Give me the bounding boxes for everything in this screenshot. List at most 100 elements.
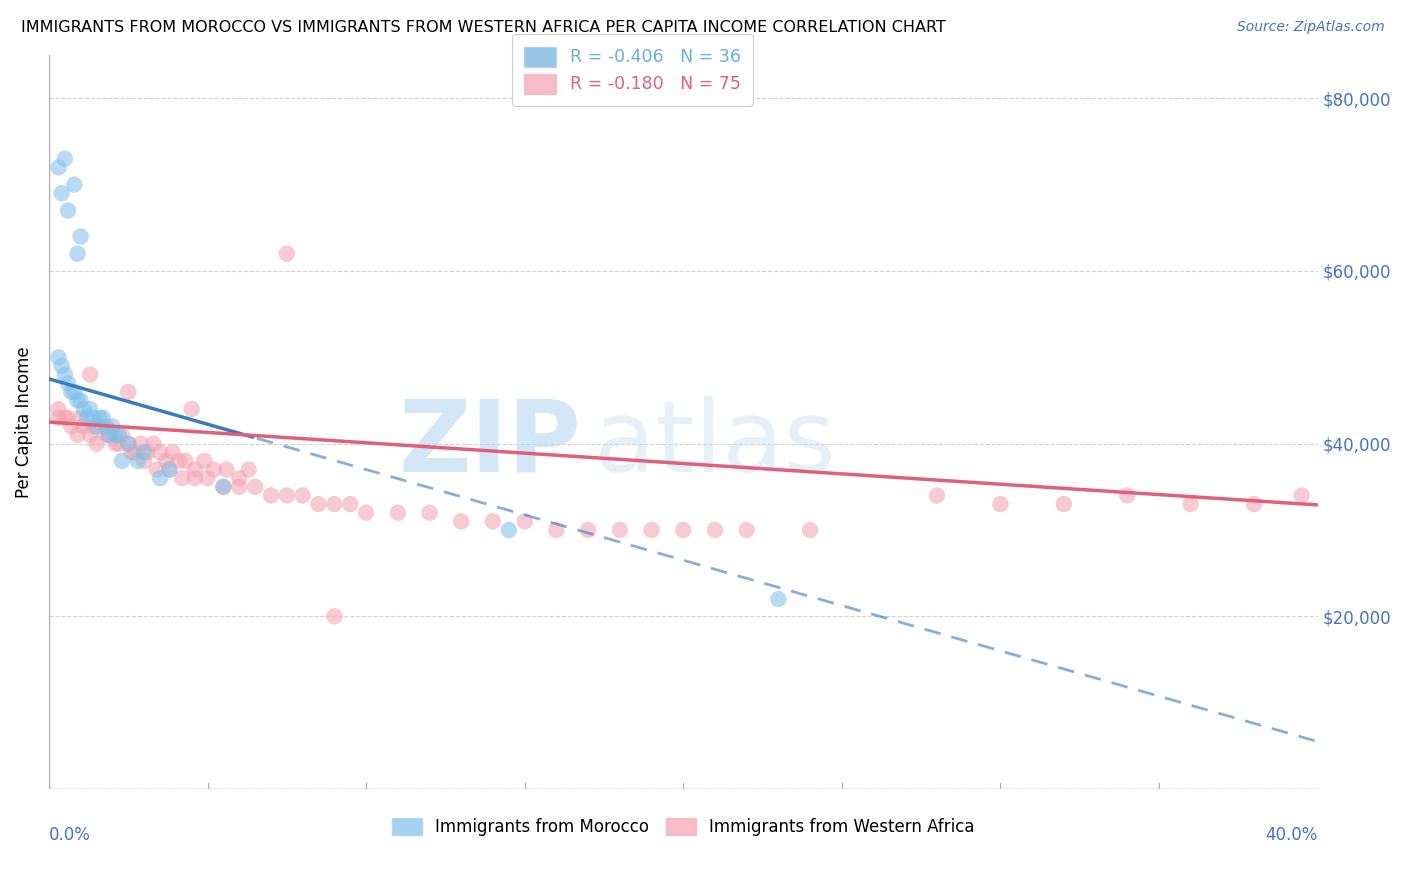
Point — [1291, 488, 1313, 502]
Point — [276, 246, 298, 260]
Point — [159, 462, 181, 476]
Point — [215, 462, 238, 476]
Point — [546, 523, 568, 537]
Point — [212, 480, 235, 494]
Point — [768, 592, 790, 607]
Point — [60, 419, 83, 434]
Point — [79, 428, 101, 442]
Point — [48, 402, 70, 417]
Point — [142, 436, 165, 450]
Point — [202, 462, 225, 476]
Point — [48, 161, 70, 175]
Point — [129, 436, 152, 450]
Point — [243, 480, 266, 494]
Point — [66, 428, 89, 442]
Point — [238, 462, 260, 476]
Text: 0.0%: 0.0% — [49, 826, 91, 844]
Point — [124, 445, 146, 459]
Point — [149, 471, 172, 485]
Point — [111, 454, 134, 468]
Point — [482, 514, 505, 528]
Point — [79, 368, 101, 382]
Point — [339, 497, 361, 511]
Point — [323, 609, 346, 624]
Point — [1116, 488, 1139, 502]
Point — [91, 410, 114, 425]
Point — [990, 497, 1012, 511]
Point — [132, 445, 155, 459]
Point — [925, 488, 948, 502]
Point — [66, 246, 89, 260]
Point — [53, 368, 76, 382]
Point — [101, 419, 124, 434]
Point — [1243, 497, 1265, 511]
Y-axis label: Per Capita Income: Per Capita Income — [15, 346, 32, 498]
Point — [107, 428, 129, 442]
Point — [174, 454, 197, 468]
Point — [799, 523, 821, 537]
Point — [69, 229, 91, 244]
Point — [162, 445, 184, 459]
Legend: Immigrants from Morocco, Immigrants from Western Africa: Immigrants from Morocco, Immigrants from… — [385, 812, 981, 843]
Point — [117, 436, 139, 450]
Point — [159, 462, 181, 476]
Point — [212, 480, 235, 494]
Point — [1180, 497, 1202, 511]
Point — [704, 523, 727, 537]
Point — [104, 428, 127, 442]
Point — [94, 428, 117, 442]
Point — [48, 351, 70, 365]
Point — [86, 436, 108, 450]
Text: atlas: atlas — [595, 395, 837, 492]
Point — [82, 419, 104, 434]
Point — [73, 402, 96, 417]
Point — [69, 393, 91, 408]
Text: IMMIGRANTS FROM MOROCCO VS IMMIGRANTS FROM WESTERN AFRICA PER CAPITA INCOME CORR: IMMIGRANTS FROM MOROCCO VS IMMIGRANTS FR… — [21, 20, 946, 35]
Point — [82, 410, 104, 425]
Point — [155, 454, 177, 468]
Point — [197, 471, 219, 485]
Point — [323, 497, 346, 511]
Point — [117, 436, 139, 450]
Point — [146, 462, 169, 476]
Point — [48, 410, 70, 425]
Point — [98, 428, 121, 442]
Point — [513, 514, 536, 528]
Point — [79, 402, 101, 417]
Point — [98, 428, 121, 442]
Point — [640, 523, 662, 537]
Point — [53, 410, 76, 425]
Point — [419, 506, 441, 520]
Point — [86, 419, 108, 434]
Point — [56, 410, 79, 425]
Point — [56, 203, 79, 218]
Point — [228, 480, 250, 494]
Point — [387, 506, 409, 520]
Point — [609, 523, 631, 537]
Point — [117, 384, 139, 399]
Text: Source: ZipAtlas.com: Source: ZipAtlas.com — [1237, 20, 1385, 34]
Point — [69, 410, 91, 425]
Point — [180, 402, 202, 417]
Text: ZIP: ZIP — [399, 395, 582, 492]
Point — [127, 454, 149, 468]
Point — [63, 384, 86, 399]
Point — [450, 514, 472, 528]
Point — [63, 178, 86, 192]
Point — [56, 376, 79, 391]
Point — [184, 471, 207, 485]
Point — [291, 488, 314, 502]
Text: 40.0%: 40.0% — [1265, 826, 1317, 844]
Point — [498, 523, 520, 537]
Point — [276, 488, 298, 502]
Point — [104, 436, 127, 450]
Point — [132, 454, 155, 468]
Point — [91, 419, 114, 434]
Point — [228, 471, 250, 485]
Point — [107, 436, 129, 450]
Point — [576, 523, 599, 537]
Point — [735, 523, 758, 537]
Point — [167, 454, 190, 468]
Point — [51, 186, 73, 201]
Point — [111, 428, 134, 442]
